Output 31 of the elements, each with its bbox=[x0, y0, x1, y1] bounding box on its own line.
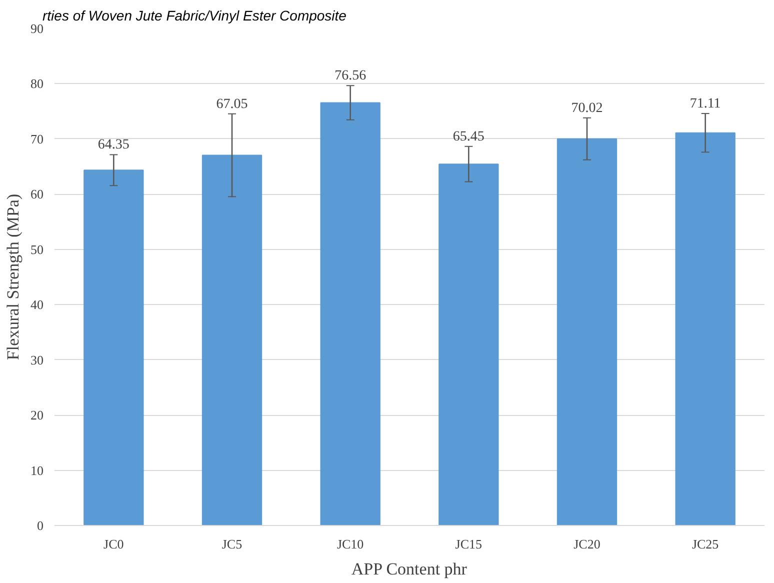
y-tick-label: 60 bbox=[30, 186, 44, 202]
x-tick-label: JC20 bbox=[574, 536, 600, 552]
y-axis-title: Flexural Strength (MPa) bbox=[4, 194, 22, 360]
y-tick-label: 20 bbox=[30, 408, 44, 423]
bar bbox=[84, 170, 144, 526]
data-label: 64.35 bbox=[98, 138, 130, 153]
bar bbox=[202, 154, 262, 526]
y-tick-label: 90 bbox=[30, 21, 44, 36]
x-tick-label: JC5 bbox=[222, 536, 242, 552]
bar bbox=[438, 164, 499, 526]
data-label: 65.45 bbox=[452, 129, 484, 144]
y-tick-label: 50 bbox=[30, 242, 44, 257]
bar bbox=[675, 132, 736, 526]
y-tick-label: 10 bbox=[30, 462, 44, 478]
x-tick-label: JC25 bbox=[692, 536, 719, 552]
y-tick-label: 80 bbox=[30, 76, 44, 92]
data-label: 76.56 bbox=[334, 68, 366, 84]
y-tick-label: 0 bbox=[37, 518, 44, 533]
x-tick-label: JC10 bbox=[336, 536, 364, 552]
y-tick-label: 30 bbox=[30, 352, 44, 368]
data-label: 71.11 bbox=[690, 96, 721, 112]
y-tick-label: 40 bbox=[30, 297, 44, 312]
data-label: 67.05 bbox=[216, 96, 248, 112]
x-tick-label: JC0 bbox=[104, 536, 124, 552]
chart-title: rties of Woven Jute Fabric/Vinyl Ester Composite bbox=[42, 8, 347, 24]
x-axis-title: APP Content phr bbox=[351, 560, 468, 578]
y-tick-label: 70 bbox=[30, 131, 44, 146]
x-tick-label: JC15 bbox=[455, 536, 482, 552]
bar bbox=[320, 102, 380, 526]
data-label: 70.02 bbox=[571, 100, 603, 116]
bar bbox=[556, 138, 618, 526]
